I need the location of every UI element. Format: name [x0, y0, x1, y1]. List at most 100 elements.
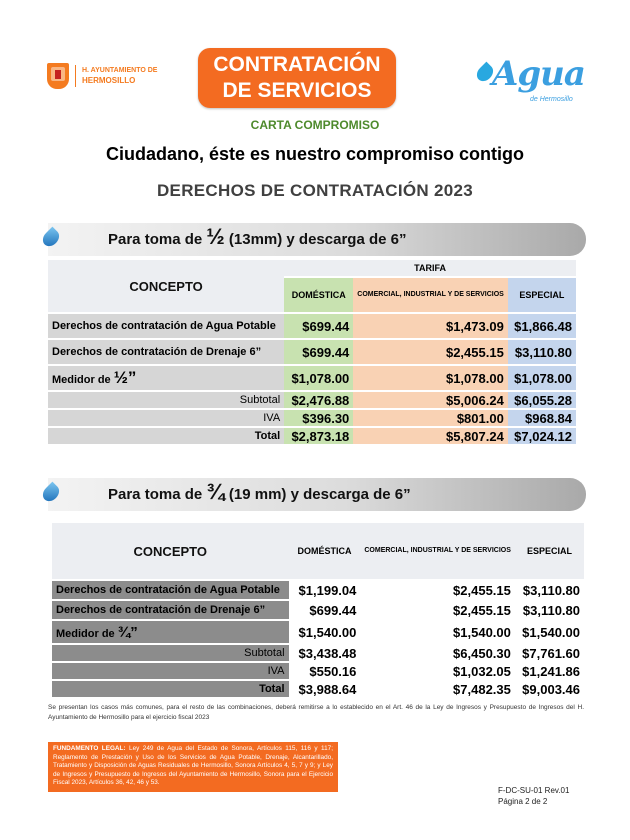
cell-comercial: $7,482.35	[360, 681, 515, 697]
table-row: Derechos de contratación de Agua Potable…	[52, 581, 584, 599]
col-especial: ESPECIAL	[514, 523, 584, 579]
row-label: Derechos de contratación de Drenaje 6”	[52, 601, 289, 619]
subtotal-label: Subtotal	[48, 392, 285, 408]
banner-fraction: ¾	[206, 479, 225, 504]
footnote: Se presentan los casos más comunes, para…	[48, 704, 584, 721]
cell-domestica: $2,476.88	[284, 392, 354, 408]
cell-especial: $7,761.60	[514, 645, 584, 661]
legal-text: Ley 249 de Agua del Estado de Sonora, Ar…	[53, 745, 333, 787]
col-domestica: DOMÉSTICA	[288, 523, 361, 579]
banner-prefix: Para toma de	[108, 486, 207, 503]
iva-row: IVA $550.16 $1,032.05 $1,241.86	[52, 663, 584, 679]
title-line2: DE SERVICIOS	[222, 79, 372, 102]
agua-hermosillo-logo: Agua de Hermosillo	[473, 54, 588, 111]
page-number: Página 2 de 2	[498, 797, 548, 806]
cell-comercial: $1,032.05	[360, 663, 515, 679]
cell-especial: $968.84	[507, 410, 576, 426]
cell-especial: $3,110.80	[514, 581, 584, 599]
table-row: Derechos de contratación de Drenaje 6” $…	[52, 601, 584, 619]
cell-especial: $1,241.86	[514, 663, 584, 679]
hermosillo-shield-icon	[47, 63, 69, 89]
ayuntamiento-logo: H. AYUNTAMIENTO DE HERMOSILLO	[47, 63, 157, 89]
row-label: Medidor de ½”	[48, 366, 285, 390]
iva-row: IVA $396.30 $801.00 $968.84	[48, 410, 576, 426]
document-code: F-DC-SU-01 Rev.01 Página 2 de 2	[498, 785, 569, 807]
rates-table-half-inch: CONCEPTO TARIFA DOMÉSTICA COMERCIAL, IND…	[48, 258, 576, 446]
banner-prefix: Para toma de	[108, 231, 207, 248]
cell-domestica: $1,540.00	[288, 621, 361, 643]
banner-suffix: (13mm) y descarga de 6”	[224, 231, 407, 248]
cell-especial: $9,003.46	[514, 681, 584, 697]
logo-line2: HERMOSILLO	[82, 76, 136, 85]
row-label: Derechos de contratación de Agua Potable	[48, 314, 285, 338]
row-label: Medidor de ¾”	[52, 621, 289, 643]
cell-especial: $6,055.28	[507, 392, 576, 408]
water-drop-icon	[39, 226, 63, 250]
agua-logo-word: Agua	[492, 54, 586, 94]
tarifa-header: TARIFA	[284, 260, 576, 276]
cell-domestica: $699.44	[288, 601, 361, 619]
cell-especial: $1,866.48	[507, 314, 576, 338]
carta-compromiso: CARTA COMPROMISO	[250, 118, 380, 132]
cell-domestica: $699.44	[284, 314, 354, 338]
cell-comercial: $2,455.15	[360, 581, 515, 599]
row-label: Derechos de contratación de Drenaje 6”	[48, 340, 285, 364]
cell-domestica: $3,988.64	[288, 681, 361, 697]
cell-comercial: $6,450.30	[360, 645, 515, 661]
table-row: Derechos de contratación de Drenaje 6” $…	[48, 340, 576, 364]
col-especial: ESPECIAL	[507, 278, 576, 312]
legal-basis-box: FUNDAMENTO LEGAL: Ley 249 de Agua del Es…	[48, 742, 338, 792]
cell-comercial: $2,455.15	[353, 340, 508, 364]
cell-comercial: $801.00	[353, 410, 508, 426]
subtotal-row: Subtotal $2,476.88 $5,006.24 $6,055.28	[48, 392, 576, 408]
banner-half-inch: Para toma de ½ (13mm) y descarga de 6”	[39, 223, 586, 256]
iva-label: IVA	[48, 410, 285, 426]
cell-especial: $3,110.80	[507, 340, 576, 364]
logo-line1: H. AYUNTAMIENTO DE	[82, 67, 158, 74]
cell-domestica: $550.16	[288, 663, 361, 679]
concept-header: CONCEPTO	[48, 260, 285, 312]
logo-divider	[75, 65, 76, 87]
cell-especial: $1,540.00	[514, 621, 584, 643]
cell-comercial: $2,455.15	[360, 601, 515, 619]
cell-comercial: $1,078.00	[353, 366, 508, 390]
total-row: Total $2,873.18 $5,807.24 $7,024.12	[48, 428, 576, 444]
total-label: Total	[48, 428, 285, 444]
water-drop-icon	[39, 481, 63, 505]
cell-comercial: $5,807.24	[353, 428, 508, 444]
row-label-fraction: ½”	[113, 368, 137, 387]
banner-fraction: ½	[206, 224, 225, 249]
iva-label: IVA	[52, 663, 289, 679]
col-domestica: DOMÉSTICA	[284, 278, 354, 312]
form-code: F-DC-SU-01 Rev.01	[498, 786, 570, 795]
cell-domestica: $699.44	[284, 340, 354, 364]
cell-comercial: $1,540.00	[360, 621, 515, 643]
banner-title: Para toma de ¾ (19 mm) y descarga de 6”	[108, 481, 411, 504]
banner-suffix: (19 mm) y descarga de 6”	[224, 486, 411, 503]
total-label: Total	[52, 681, 289, 697]
cell-domestica: $1,199.04	[288, 581, 361, 599]
cell-comercial: $1,473.09	[353, 314, 508, 338]
cell-comercial: $5,006.24	[353, 392, 508, 408]
total-row: Total $3,988.64 $7,482.35 $9,003.46	[52, 681, 584, 697]
concept-header: CONCEPTO	[52, 523, 289, 579]
col-comercial: COMERCIAL, INDUSTRIAL Y DE SERVICIOS	[360, 523, 515, 579]
legal-label: FUNDAMENTO LEGAL:	[53, 745, 126, 752]
subtotal-label: Subtotal	[52, 645, 289, 661]
title-line1: CONTRATACIÓN	[213, 53, 381, 76]
rates-table-three-quarter-inch: CONCEPTO DOMÉSTICA COMERCIAL, INDUSTRIAL…	[52, 521, 584, 699]
cell-domestica: $2,873.18	[284, 428, 354, 444]
row-label-fraction: ¾”	[117, 623, 138, 641]
cell-especial: $1,078.00	[507, 366, 576, 390]
cell-especial: $7,024.12	[507, 428, 576, 444]
table-row: Medidor de ¾” $1,540.00 $1,540.00 $1,540…	[52, 621, 584, 643]
cell-domestica: $3,438.48	[288, 645, 361, 661]
row-label-text: Medidor de	[56, 627, 118, 640]
section-title: DERECHOS DE CONTRATACIÓN 2023	[156, 181, 473, 200]
agua-logo-sub: de Hermosillo	[530, 96, 573, 103]
cell-domestica: $1,078.00	[284, 366, 354, 390]
cell-especial: $3,110.80	[514, 601, 584, 619]
row-label: Derechos de contratación de Agua Potable	[52, 581, 289, 599]
banner-title: Para toma de ½ (13mm) y descarga de 6”	[108, 226, 407, 249]
banner-three-quarter-inch: Para toma de ¾ (19 mm) y descarga de 6”	[39, 478, 586, 511]
